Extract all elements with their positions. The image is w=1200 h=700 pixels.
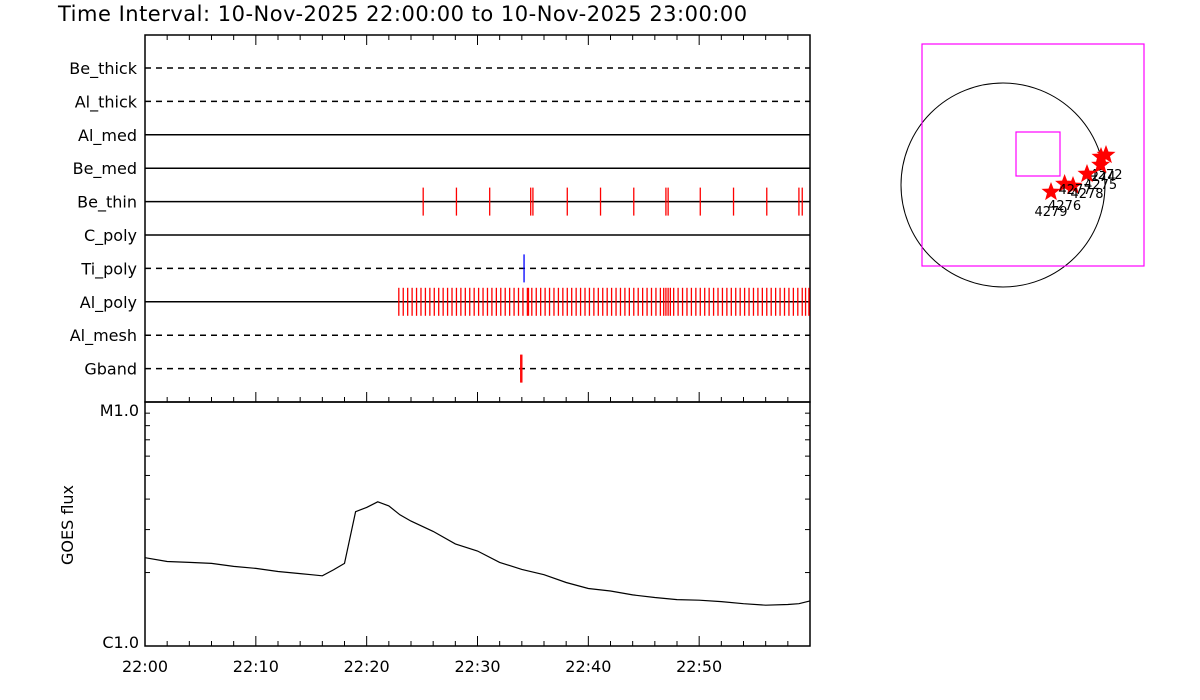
timeline-row-label: Gband (84, 360, 137, 379)
timeline-row-label: C_poly (84, 226, 137, 246)
active-region-label: 4277 (1058, 183, 1091, 198)
goes-y-axis-label: GOES flux (58, 485, 77, 565)
timeline-row-label: Be_med (73, 159, 137, 179)
goes-flux-panel: 22:00 22:10 22:20 22:30 22:40 22:50 M1.0 C1.0 GO… (58, 392, 811, 676)
timeline-row-label: Al_mesh (70, 326, 137, 346)
solar-limb (900, 82, 1106, 288)
goes-x-tick-label: 22:20 (344, 657, 390, 676)
timeline-row-label: Al_thick (75, 92, 138, 112)
goes-frame (144, 401, 811, 647)
chart-title: Time Interval: 10-Nov-2025 22:00:00 to 1… (58, 2, 748, 26)
active-region-star-icon (1091, 155, 1111, 174)
active-region-star-icon (1091, 147, 1111, 166)
active-region-star-icon (1041, 182, 1061, 201)
active-region-label: 4272 (1089, 168, 1122, 183)
goes-x-tick-label: 22:10 (233, 657, 279, 676)
active-region-label: 4278 (1070, 187, 1103, 202)
goes-x-tick-label: 22:30 (454, 657, 500, 676)
timeline-row-label: Al_poly (80, 293, 137, 313)
field-of-view-box (921, 43, 1145, 267)
timeline-row-label: Be_thin (77, 193, 137, 213)
active-region-label: 4279 (1034, 205, 1067, 220)
active-region-star-icon (1077, 164, 1097, 183)
timeline-row-label: Be_thick (69, 59, 137, 79)
goes-flux-line (144, 501, 811, 606)
timeline-row-label: Al_med (78, 126, 137, 146)
goes-x-tick-label: 22:00 (122, 657, 168, 676)
active-region-star-icon (1063, 176, 1083, 195)
timeline-row-label: Ti_poly (80, 259, 137, 279)
goes-x-tick-label: 22:40 (565, 657, 611, 676)
event-timeline-panel: Be_thick Al_thick Al_med Be_med Be_thin C_pol… (69, 34, 811, 403)
timeline-frame (144, 34, 811, 403)
active-region-label: 4276 (1048, 199, 1081, 214)
goes-x-tick-label: 22:50 (676, 657, 722, 676)
active-region-label: 4275 (1084, 178, 1117, 193)
zoom-box (1015, 131, 1061, 177)
goes-y-tick-label: C1.0 (102, 633, 139, 652)
goes-y-tick-label: M1.0 (100, 401, 139, 420)
